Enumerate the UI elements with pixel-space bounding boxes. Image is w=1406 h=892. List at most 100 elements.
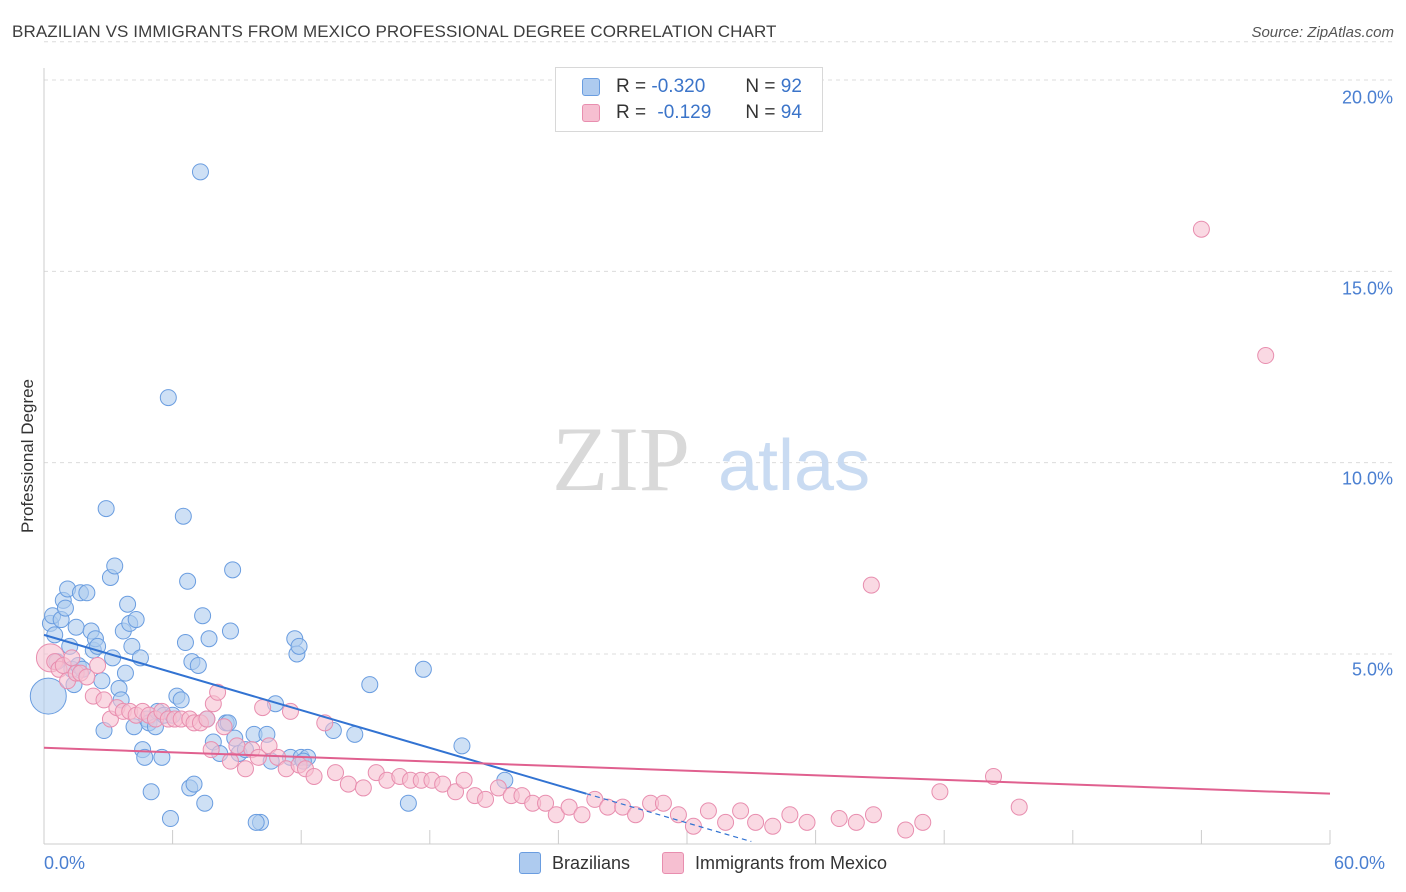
- point-mexico: [236, 760, 254, 778]
- point-mexico: [326, 764, 344, 782]
- y-tick-label: 10.0%: [1341, 468, 1393, 489]
- x-tick-label: 0.0%: [44, 853, 86, 873]
- legend-row-brazilians: R = -0.320 N = 92: [582, 75, 802, 99]
- gridlines: [44, 41, 1394, 655]
- point-mexico: [931, 783, 949, 801]
- legend-swatch-blue: [582, 78, 600, 96]
- point-brazilians: [106, 557, 124, 575]
- point-brazilians: [247, 813, 265, 831]
- legend-item-brazilians[interactable]: Brazilians: [518, 852, 630, 874]
- legend-row-mexico: R = -0.129 N = 94: [582, 101, 802, 125]
- point-brazilians: [179, 572, 197, 590]
- point-brazilians: [290, 637, 308, 655]
- point-mexico: [215, 718, 233, 736]
- point-brazilians: [29, 677, 67, 715]
- point-mexico: [914, 813, 932, 831]
- point-mexico: [434, 775, 452, 793]
- chart-title: BRAZILIAN VS IMMIGRANTS FROM MEXICO PROF…: [12, 22, 777, 41]
- point-mexico: [489, 779, 507, 797]
- point-brazilians: [159, 389, 177, 407]
- point-mexico: [1192, 220, 1210, 238]
- point-mexico: [764, 817, 782, 835]
- legend-n-label: N =: [745, 76, 776, 97]
- point-mexico: [573, 806, 591, 824]
- point-mexico: [1010, 798, 1028, 816]
- legend-r-value: -0.129: [657, 102, 712, 123]
- point-mexico: [1257, 347, 1275, 365]
- point-mexico: [89, 656, 107, 674]
- point-brazilians: [56, 599, 74, 617]
- point-mexico: [717, 813, 735, 831]
- legend-label: Immigrants from Mexico: [694, 852, 888, 873]
- point-mexico: [627, 806, 645, 824]
- series-brazilians: [29, 163, 514, 831]
- point-mexico: [221, 752, 239, 770]
- point-brazilians: [221, 622, 239, 640]
- legend-n-value: 92: [780, 76, 802, 97]
- legend-label: Brazilians: [551, 852, 630, 873]
- x-tick-label: 60.0%: [1334, 853, 1386, 873]
- legend-r-value: -0.320: [651, 76, 706, 97]
- point-mexico: [830, 810, 848, 828]
- point-mexico: [669, 806, 687, 824]
- point-mexico: [477, 790, 495, 808]
- point-mexico: [732, 802, 750, 820]
- point-brazilians: [191, 163, 209, 181]
- point-brazilians: [185, 775, 203, 793]
- watermark-atlas: atlas: [718, 426, 870, 506]
- point-brazilians: [127, 611, 145, 629]
- point-mexico: [684, 817, 702, 835]
- point-mexico: [537, 794, 555, 812]
- trend-line-brazilians: [43, 633, 587, 795]
- legend-swatch-blue: [518, 852, 541, 874]
- trend-line-mexico: [43, 746, 1331, 795]
- point-brazilians: [196, 794, 214, 812]
- point-mexico: [354, 779, 372, 797]
- point-mexico: [455, 771, 473, 789]
- point-mexico: [864, 806, 882, 824]
- y-tick-label: 5.0%: [1351, 659, 1393, 680]
- point-brazilians: [361, 676, 379, 694]
- point-mexico: [202, 741, 220, 759]
- point-brazilians: [153, 748, 171, 766]
- point-mexico: [260, 737, 278, 755]
- legend-n-value: 94: [780, 102, 802, 123]
- point-brazilians: [174, 507, 192, 525]
- legend-r-label: R =: [616, 102, 647, 123]
- y-tick-label: 20.0%: [1341, 87, 1393, 108]
- point-mexico: [560, 798, 578, 816]
- correlation-legend: R = -0.320 N = 92 R = -0.129 N = 94: [555, 67, 823, 132]
- point-mexico: [339, 775, 357, 793]
- point-brazilians: [346, 725, 364, 743]
- legend-item-immigrants-from-mexico[interactable]: Immigrants from Mexico: [661, 852, 888, 874]
- point-brazilians: [200, 630, 218, 648]
- point-brazilians: [119, 595, 137, 613]
- point-brazilians: [136, 748, 154, 766]
- point-brazilians: [104, 649, 122, 667]
- point-mexico: [254, 699, 272, 717]
- point-brazilians: [194, 607, 212, 625]
- point-mexico: [781, 806, 799, 824]
- point-brazilians: [93, 672, 111, 690]
- point-brazilians: [123, 637, 141, 655]
- point-mexico: [305, 767, 323, 785]
- point-brazilians: [67, 618, 85, 636]
- point-mexico: [228, 737, 246, 755]
- point-brazilians: [414, 660, 432, 678]
- point-brazilians: [176, 634, 194, 652]
- source-label: Source: ZipAtlas.com: [1251, 24, 1394, 41]
- series-legend: Brazilians Immigrants from Mexico: [0, 852, 1406, 874]
- point-mexico: [209, 683, 227, 701]
- point-mexico: [198, 710, 216, 728]
- point-brazilians: [399, 794, 417, 812]
- point-mexico: [249, 748, 267, 766]
- series-immigrants-from-mexico: [35, 220, 1275, 839]
- y-axis-label: Professional Degree: [18, 378, 37, 534]
- point-mexico: [747, 813, 765, 831]
- trend-lines: [43, 633, 1331, 843]
- point-brazilians: [142, 783, 160, 801]
- point-mexico: [847, 813, 865, 831]
- point-mexico: [699, 802, 717, 820]
- point-brazilians: [97, 500, 115, 518]
